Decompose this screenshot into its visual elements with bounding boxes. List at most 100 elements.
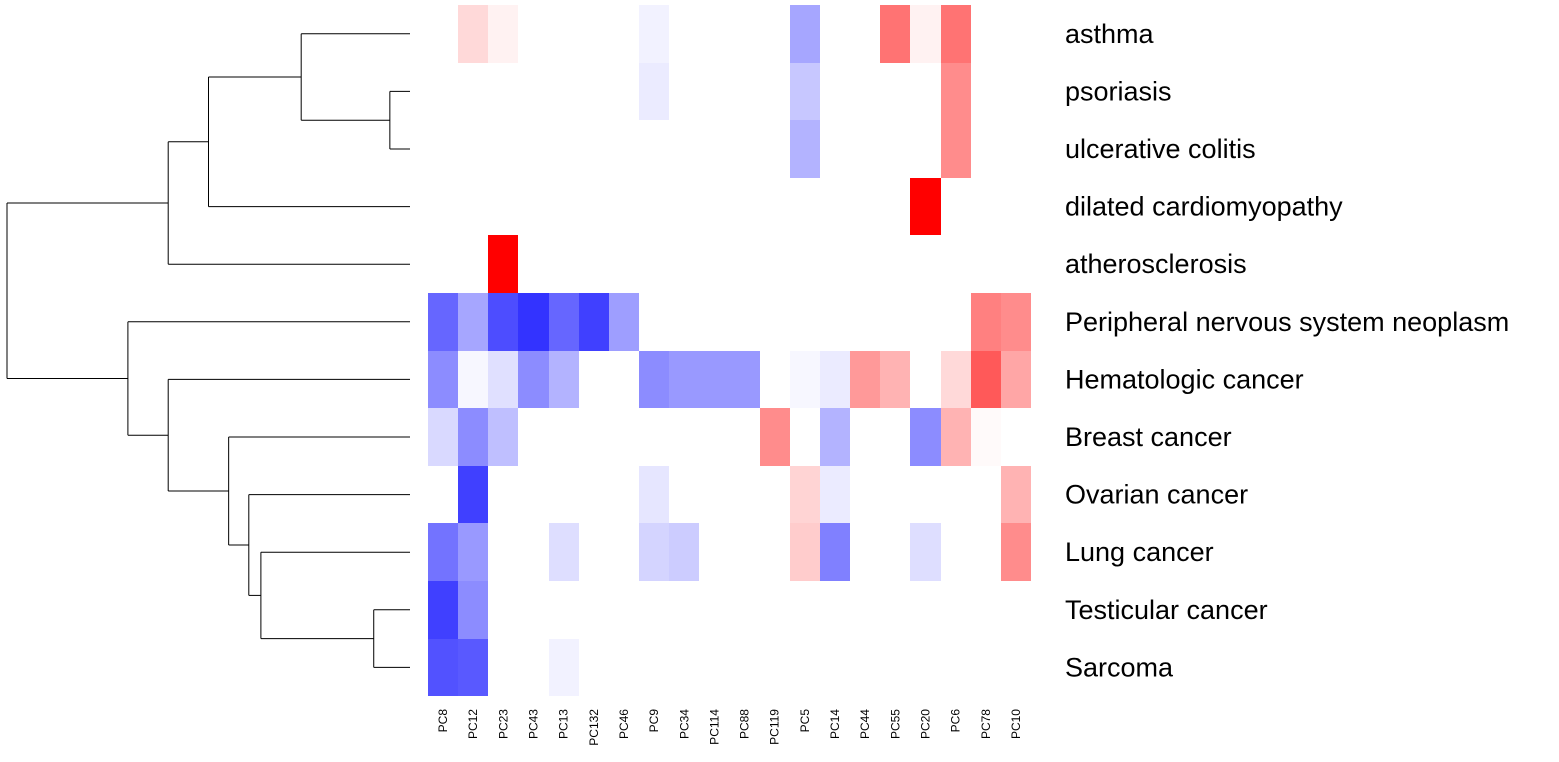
heatmap-cell-psoriasis-pc6 bbox=[941, 63, 971, 120]
heatmap-cell-asthma-pc46 bbox=[609, 5, 639, 63]
heatmap-cell-breast-cancer-pc46 bbox=[609, 408, 639, 466]
heatmap-cell-peripheral-nervous-system-neoplasm-pc44 bbox=[850, 293, 880, 351]
heatmap-cell-dilated-cardiomyopathy-pc119 bbox=[760, 178, 790, 235]
heatmap-cell-ovarian-cancer-pc14 bbox=[820, 466, 850, 523]
heatmap-cell-sarcoma-pc78 bbox=[971, 639, 1001, 696]
heatmap-cell-sarcoma-pc132 bbox=[579, 639, 609, 696]
heatmap-cell-asthma-pc34 bbox=[669, 5, 699, 63]
column-label-pc6: PC6 bbox=[949, 709, 963, 733]
column-labels: PC8 PC12 PC23 PC43 PC13 PC132 PC46 PC9 PC34 PC114… bbox=[436, 709, 1023, 746]
heatmap-cell-testicular-cancer-pc119 bbox=[760, 581, 790, 639]
heatmap-cell-testicular-cancer-pc12 bbox=[458, 581, 488, 639]
heatmap-cell-asthma-pc8 bbox=[428, 5, 458, 63]
heatmap-cell-breast-cancer-pc6 bbox=[941, 408, 971, 466]
heatmap-cell-dilated-cardiomyopathy-pc44 bbox=[850, 178, 880, 235]
heatmap-cell-sarcoma-pc44 bbox=[850, 639, 880, 696]
heatmap-cell-atherosclerosis-pc46 bbox=[609, 235, 639, 293]
heatmap-cell-testicular-cancer-pc9 bbox=[639, 581, 669, 639]
heatmap-cell-dilated-cardiomyopathy-pc14 bbox=[820, 178, 850, 235]
heatmap-cell-ulcerative-colitis-pc9 bbox=[639, 120, 669, 178]
heatmap-cell-sarcoma-pc88 bbox=[730, 639, 760, 696]
heatmap-cells bbox=[428, 5, 1031, 696]
heatmap-cell-psoriasis-pc14 bbox=[820, 63, 850, 120]
heatmap-cell-breast-cancer-pc88 bbox=[730, 408, 760, 466]
heatmap-cell-sarcoma-pc34 bbox=[669, 639, 699, 696]
heatmap-cell-lung-cancer-pc55 bbox=[880, 523, 910, 581]
column-label-pc5: PC5 bbox=[798, 709, 812, 733]
heatmap-cell-testicular-cancer-pc132 bbox=[579, 581, 609, 639]
heatmap-cell-ulcerative-colitis-pc13 bbox=[549, 120, 579, 178]
row-label-peripheral-nervous-system-neoplasm: Peripheral nervous system neoplasm bbox=[1065, 307, 1509, 337]
heatmap-cell-atherosclerosis-pc119 bbox=[760, 235, 790, 293]
heatmap-cell-peripheral-nervous-system-neoplasm-pc132 bbox=[579, 293, 609, 351]
column-label-pc23: PC23 bbox=[496, 709, 510, 739]
heatmap-cell-breast-cancer-pc9 bbox=[639, 408, 669, 466]
heatmap-cell-sarcoma-pc13 bbox=[549, 639, 579, 696]
heatmap-cell-psoriasis-pc55 bbox=[880, 63, 910, 120]
heatmap-cell-dilated-cardiomyopathy-pc12 bbox=[458, 178, 488, 235]
heatmap-cell-testicular-cancer-pc23 bbox=[488, 581, 518, 639]
heatmap-cell-dilated-cardiomyopathy-pc114 bbox=[699, 178, 730, 235]
heatmap-cell-lung-cancer-pc34 bbox=[669, 523, 699, 581]
heatmap-cell-hematologic-cancer-pc88 bbox=[730, 351, 760, 408]
heatmap-cell-hematologic-cancer-pc46 bbox=[609, 351, 639, 408]
heatmap-cell-peripheral-nervous-system-neoplasm-pc6 bbox=[941, 293, 971, 351]
heatmap-cell-lung-cancer-pc119 bbox=[760, 523, 790, 581]
heatmap-cell-hematologic-cancer-pc55 bbox=[880, 351, 910, 408]
heatmap-cell-testicular-cancer-pc8 bbox=[428, 581, 458, 639]
column-label-pc13: PC13 bbox=[557, 709, 571, 739]
heatmap-cell-lung-cancer-pc132 bbox=[579, 523, 609, 581]
heatmap-cell-breast-cancer-pc114 bbox=[699, 408, 730, 466]
heatmap-cell-hematologic-cancer-pc10 bbox=[1001, 351, 1031, 408]
heatmap-cell-ulcerative-colitis-pc10 bbox=[1001, 120, 1031, 178]
heatmap-cell-ovarian-cancer-pc114 bbox=[699, 466, 730, 523]
row-label-lung-cancer: Lung cancer bbox=[1065, 537, 1214, 567]
row-label-atherosclerosis: atherosclerosis bbox=[1065, 249, 1247, 279]
heatmap-cell-hematologic-cancer-pc43 bbox=[518, 351, 549, 408]
heatmap-cell-dilated-cardiomyopathy-pc46 bbox=[609, 178, 639, 235]
heatmap-cell-peripheral-nervous-system-neoplasm-pc114 bbox=[699, 293, 730, 351]
heatmap-cell-breast-cancer-pc8 bbox=[428, 408, 458, 466]
heatmap-cell-psoriasis-pc132 bbox=[579, 63, 609, 120]
heatmap-cell-peripheral-nervous-system-neoplasm-pc119 bbox=[760, 293, 790, 351]
column-label-pc34: PC34 bbox=[677, 709, 691, 739]
column-label-pc78: PC78 bbox=[979, 709, 993, 739]
heatmap-cell-psoriasis-pc13 bbox=[549, 63, 579, 120]
heatmap-cell-ovarian-cancer-pc10 bbox=[1001, 466, 1031, 523]
heatmap-cell-ulcerative-colitis-pc12 bbox=[458, 120, 488, 178]
heatmap-cell-psoriasis-pc23 bbox=[488, 63, 518, 120]
heatmap-cell-sarcoma-pc6 bbox=[941, 639, 971, 696]
heatmap-cell-psoriasis-pc8 bbox=[428, 63, 458, 120]
heatmap-cell-ovarian-cancer-pc9 bbox=[639, 466, 669, 523]
heatmap-cell-hematologic-cancer-pc44 bbox=[850, 351, 880, 408]
heatmap-cell-dilated-cardiomyopathy-pc20 bbox=[910, 178, 941, 235]
heatmap-cell-breast-cancer-pc23 bbox=[488, 408, 518, 466]
heatmap-cell-sarcoma-pc9 bbox=[639, 639, 669, 696]
heatmap-cell-asthma-pc14 bbox=[820, 5, 850, 63]
heatmap-cell-breast-cancer-pc119 bbox=[760, 408, 790, 466]
heatmap-cell-ulcerative-colitis-pc88 bbox=[730, 120, 760, 178]
heatmap-cell-sarcoma-pc43 bbox=[518, 639, 549, 696]
heatmap-cell-atherosclerosis-pc13 bbox=[549, 235, 579, 293]
column-label-pc14: PC14 bbox=[828, 709, 842, 739]
heatmap-cell-peripheral-nervous-system-neoplasm-pc46 bbox=[609, 293, 639, 351]
heatmap-cell-dilated-cardiomyopathy-pc6 bbox=[941, 178, 971, 235]
heatmap-cell-atherosclerosis-pc14 bbox=[820, 235, 850, 293]
heatmap-cell-atherosclerosis-pc10 bbox=[1001, 235, 1031, 293]
heatmap-cell-breast-cancer-pc34 bbox=[669, 408, 699, 466]
row-label-dilated-cardiomyopathy: dilated cardiomyopathy bbox=[1065, 192, 1343, 222]
heatmap-cell-breast-cancer-pc78 bbox=[971, 408, 1001, 466]
heatmap-cell-lung-cancer-pc6 bbox=[941, 523, 971, 581]
row-label-testicular-cancer: Testicular cancer bbox=[1065, 595, 1268, 625]
heatmap-cell-ulcerative-colitis-pc43 bbox=[518, 120, 549, 178]
heatmap-cell-asthma-pc13 bbox=[549, 5, 579, 63]
heatmap-cell-breast-cancer-pc14 bbox=[820, 408, 850, 466]
row-labels: asthma psoriasis ulcerative colitis dilated… bbox=[1065, 19, 1509, 683]
heatmap-cell-asthma-pc78 bbox=[971, 5, 1001, 63]
heatmap-cell-breast-cancer-pc12 bbox=[458, 408, 488, 466]
heatmap-cell-sarcoma-pc5 bbox=[790, 639, 820, 696]
heatmap-cell-lung-cancer-pc43 bbox=[518, 523, 549, 581]
heatmap-cell-psoriasis-pc88 bbox=[730, 63, 760, 120]
heatmap-cell-asthma-pc114 bbox=[699, 5, 730, 63]
heatmap-cell-hematologic-cancer-pc5 bbox=[790, 351, 820, 408]
